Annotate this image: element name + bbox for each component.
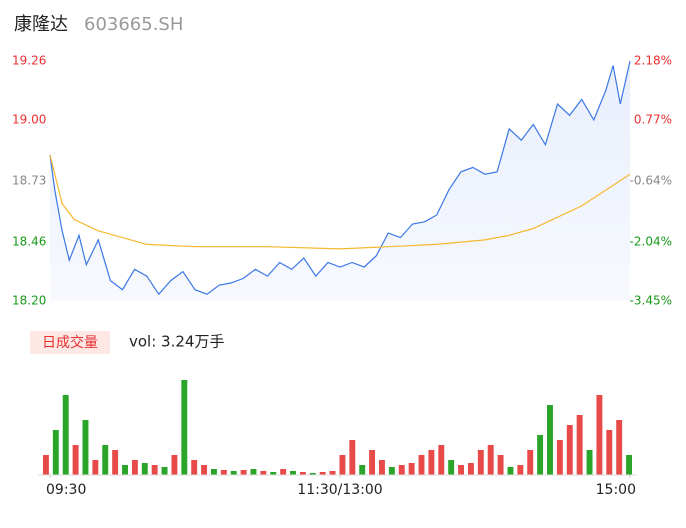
volume-bar	[112, 450, 119, 475]
y-tick-label: 18.73	[12, 174, 46, 188]
volume-bar	[280, 469, 287, 475]
volume-bar	[260, 471, 267, 475]
volume-bar	[290, 471, 296, 475]
volume-bar	[388, 467, 395, 475]
volume-tag-bg	[30, 331, 110, 354]
stock-name: 康隆达	[14, 14, 68, 35]
volume-bar	[122, 465, 128, 475]
volume-tag: 日成交量	[42, 334, 98, 351]
volume-bar	[626, 455, 633, 475]
x-tick-label: 15:00	[596, 482, 636, 498]
volume-bar	[507, 467, 514, 475]
volume-bar	[349, 440, 356, 475]
volume-bar	[616, 420, 623, 475]
x-tick-label: 09:30	[46, 482, 86, 498]
volume-bar	[161, 467, 168, 475]
volume-bar	[92, 460, 99, 475]
volume-bar	[517, 465, 524, 475]
price-line	[49, 60, 631, 296]
y2-tick-label: 0.77%	[634, 112, 672, 126]
volume-bar	[566, 425, 573, 475]
volume-bar	[151, 465, 158, 475]
volume-bar	[408, 463, 415, 475]
volume-bar	[309, 473, 316, 475]
volume-bar	[547, 405, 553, 475]
volume-bar	[596, 395, 603, 475]
y-tick-label: 19.00	[12, 112, 46, 126]
avg-line	[49, 154, 631, 250]
y-tick-label: 19.26	[12, 54, 46, 68]
volume-bar	[62, 395, 69, 475]
volume-bar	[319, 472, 326, 475]
volume-bar	[428, 450, 435, 475]
stock-code: 603665.SH	[84, 14, 183, 35]
volume-bar	[477, 450, 484, 475]
volume-bar	[141, 463, 148, 475]
volume-bar	[458, 465, 465, 475]
volume-bar	[42, 455, 49, 475]
volume-bar	[329, 471, 336, 475]
volume-bar	[131, 460, 138, 475]
volume-bar	[576, 415, 583, 475]
volume-bar	[191, 460, 198, 475]
volume-bar	[398, 465, 405, 475]
x-tick-label: 11:30/13:00	[297, 482, 382, 498]
volume-bar	[102, 445, 109, 475]
volume-bar	[72, 445, 79, 475]
volume-bar	[220, 470, 227, 475]
volume-bar	[230, 471, 237, 475]
volume-bar	[438, 445, 445, 475]
volume-bar	[359, 465, 366, 475]
volume-bar	[210, 469, 217, 475]
volume-bar	[52, 430, 59, 475]
volume-bar	[586, 450, 593, 475]
volume-bar	[270, 472, 277, 475]
volume-bar	[339, 455, 346, 475]
y2-tick-label: 2.18%	[634, 54, 672, 68]
volume-bar	[537, 435, 544, 475]
y2-tick-label: -0.64%	[630, 174, 672, 188]
volume-bar	[379, 460, 385, 475]
y-tick-label: 18.20	[12, 294, 46, 308]
volume-bar	[467, 463, 474, 475]
volume-bar	[181, 380, 188, 475]
volume-bar	[82, 420, 89, 475]
volume-bar	[299, 472, 306, 475]
volume-bar	[487, 445, 494, 475]
volume-bar	[527, 450, 534, 475]
volume-bar	[250, 469, 257, 475]
price-area	[50, 61, 630, 301]
y2-tick-label: -3.45%	[630, 294, 672, 308]
volume-bar	[201, 465, 208, 475]
volume-bar	[556, 440, 563, 475]
volume-bar	[448, 460, 455, 475]
volume-bar	[606, 430, 613, 475]
volume-total: vol: 3.24万手	[129, 333, 224, 351]
volume-bar	[418, 455, 425, 475]
volume-bar	[369, 450, 376, 475]
volume-bar	[497, 455, 504, 475]
volume-bar	[240, 470, 247, 475]
volume-bar	[171, 455, 178, 475]
y-tick-label: 18.46	[12, 235, 46, 249]
y2-tick-label: -2.04%	[630, 235, 672, 249]
